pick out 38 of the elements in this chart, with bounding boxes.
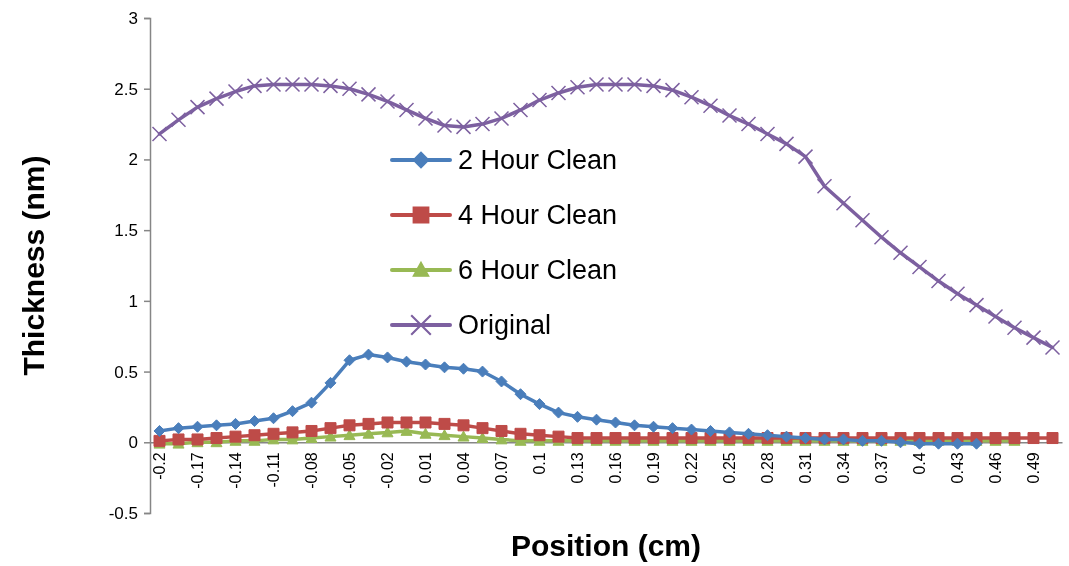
x-tick-label: 0.46 [987,452,1005,484]
x-tick-label: -0.17 [189,452,207,489]
y-tick-label: 2.5 [114,79,138,99]
y-tick-label: 1.5 [114,221,138,241]
legend-label: 2 Hour Clean [458,145,618,176]
x-tick-label: 0.19 [645,452,663,484]
x-tick-label: -0.05 [341,452,359,489]
y-tick-label: -0.5 [108,503,138,523]
x-tick-label: 0.34 [835,452,853,484]
y-tick-label: 2 [128,150,138,170]
x-tick-label: 0.01 [417,452,435,484]
x-tick-label: 0.43 [949,452,967,484]
x-tick-label: 0.04 [455,452,473,484]
y-tick-label: 0.5 [114,362,138,382]
x-tick-label: 0.16 [607,452,625,484]
y-tick-label: 3 [128,8,138,28]
x-tick-label: 0.22 [683,452,701,484]
x-tick-label: 0.28 [759,452,777,484]
x-tick-label: -0.14 [227,452,245,489]
x-tick-label: -0.2 [151,452,169,480]
legend-label: Original [458,310,552,341]
legend-label: 4 Hour Clean [458,200,618,231]
x-tick-label: 0.37 [873,452,891,484]
x-tick-label: 0.4 [911,452,929,475]
x-axis-title: Position (cm) [510,529,702,562]
x-tick-label: 0.25 [721,452,739,484]
x-tick-label: 0.31 [797,452,815,484]
y-tick-label: 1 [128,291,138,311]
x-tick-label: 0.13 [569,452,587,484]
x-tick-label: 0.49 [1025,452,1043,484]
x-tick-label: 0.07 [493,452,511,484]
x-tick-label: -0.11 [265,452,283,488]
x-tick-label: -0.02 [379,452,397,489]
y-axis-title: Thickness (nm) [17,155,50,376]
y-tick-label: 0 [128,433,138,453]
legend-label: 6 Hour Clean [458,255,618,286]
x-tick-label: 0.1 [531,452,549,475]
x-tick-label: -0.08 [303,452,321,489]
